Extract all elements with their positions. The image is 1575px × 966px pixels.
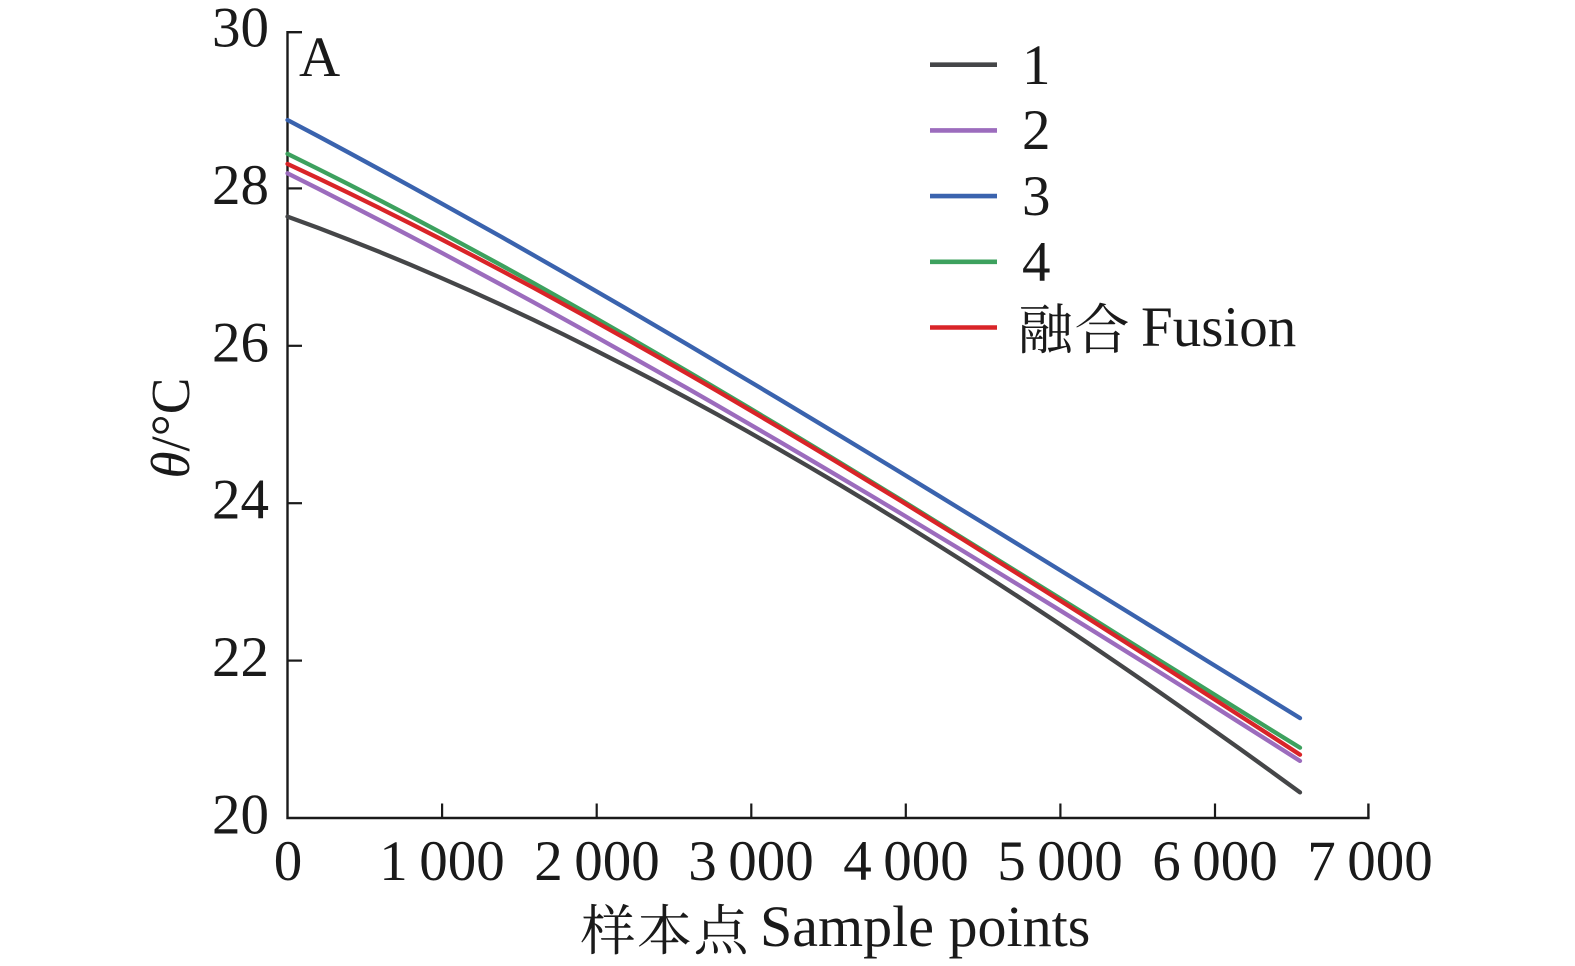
svg-text:6 000: 6 000	[1152, 830, 1277, 893]
svg-text:2: 2	[1022, 99, 1051, 162]
svg-text:2 000: 2 000	[534, 830, 659, 893]
svg-text:4: 4	[1022, 231, 1051, 294]
svg-text:3 000: 3 000	[688, 830, 813, 893]
svg-text:0: 0	[274, 830, 303, 893]
svg-text:30: 30	[212, 0, 269, 60]
svg-text:1: 1	[1022, 34, 1051, 97]
svg-text:22: 22	[212, 626, 269, 689]
svg-text:5 000: 5 000	[997, 830, 1122, 893]
svg-text:4 000: 4 000	[843, 830, 968, 893]
svg-text:20: 20	[212, 784, 269, 847]
svg-text:7 000: 7 000	[1307, 830, 1432, 893]
svg-text:θ/°C: θ/°C	[140, 378, 201, 479]
svg-text:Sample points: Sample points	[760, 894, 1090, 959]
svg-text:24: 24	[212, 469, 269, 532]
svg-text:A: A	[299, 26, 340, 89]
svg-text:26: 26	[212, 311, 269, 374]
svg-text:3: 3	[1022, 165, 1051, 228]
svg-text:1 000: 1 000	[379, 830, 504, 893]
svg-text:28: 28	[212, 154, 269, 217]
svg-text:Fusion: Fusion	[1141, 296, 1296, 359]
